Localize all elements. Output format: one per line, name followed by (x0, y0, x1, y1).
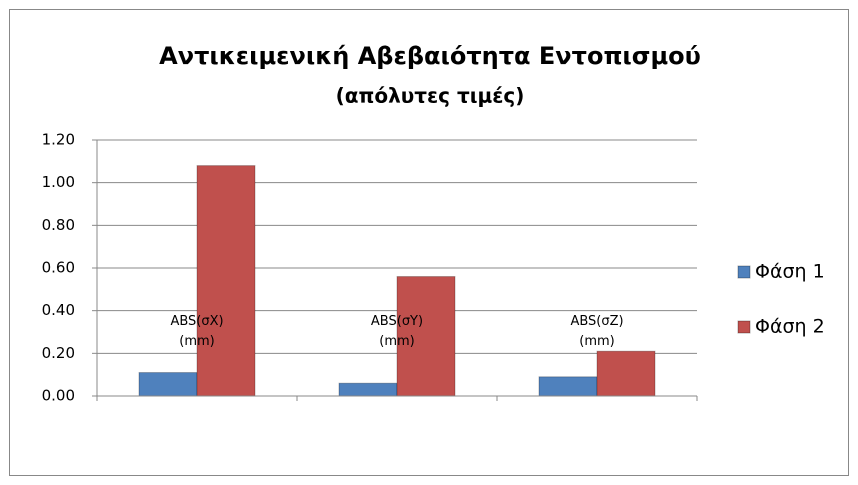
y-tick-label: 0.80 (42, 216, 75, 234)
x-tick-label: ABS(σY) (mm) (370, 314, 424, 349)
bar (596, 350, 656, 397)
legend-swatch (737, 320, 751, 334)
y-tick-label: 0.40 (42, 301, 75, 319)
y-tick-label: 0.20 (42, 344, 75, 362)
chart-subtitle: (απόλυτες τιμές) (336, 84, 525, 108)
legend-swatch (737, 265, 751, 279)
x-tick-label: ABS(σZ) (mm) (570, 314, 624, 349)
chart-border (9, 9, 849, 476)
chart-title: Αντικειμενική Αβεβαιότητα Εντοπισμού (159, 42, 701, 70)
y-tick-label: 0.00 (42, 387, 75, 405)
y-tick-label: 0.60 (42, 259, 75, 277)
x-tick-label: ABS(σX) (mm) (170, 314, 224, 349)
legend-label: Φάση 1 (755, 261, 825, 283)
bar (196, 165, 256, 397)
y-tick-label: 1.20 (42, 131, 75, 149)
y-tick-label: 1.00 (42, 173, 75, 191)
bar (538, 376, 598, 397)
bar (338, 382, 398, 397)
bar (138, 372, 198, 397)
legend-label: Φάση 2 (755, 316, 825, 338)
bar (396, 276, 456, 397)
